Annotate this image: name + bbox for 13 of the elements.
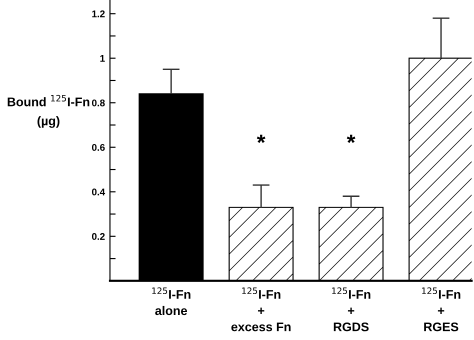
y-tick-label: 0.8 <box>92 99 105 106</box>
x-tick-label: $^{125}$I-Fn alone <box>152 287 190 316</box>
y-tick-label: 0.2 <box>92 233 105 240</box>
y-tick-label: 1.2 <box>92 10 105 18</box>
data-label: * <box>256 134 266 143</box>
x-tick-label: $^{125}$I-Fn + RGES <box>422 287 460 332</box>
y-tick-label: 0.6 <box>92 144 105 151</box>
y-tick-label: 0.4 <box>92 188 106 196</box>
x-tick-label: $^{125}$I-Fn + excess Fn <box>231 287 291 332</box>
x-tick-label: $^{125}$I-Fn + RGDS <box>332 287 370 332</box>
y-tick-label: 1 <box>100 55 105 62</box>
data-label: * <box>346 134 356 143</box>
y-axis-title: Bound $^{125}$I-Fn (µg) <box>8 94 90 128</box>
